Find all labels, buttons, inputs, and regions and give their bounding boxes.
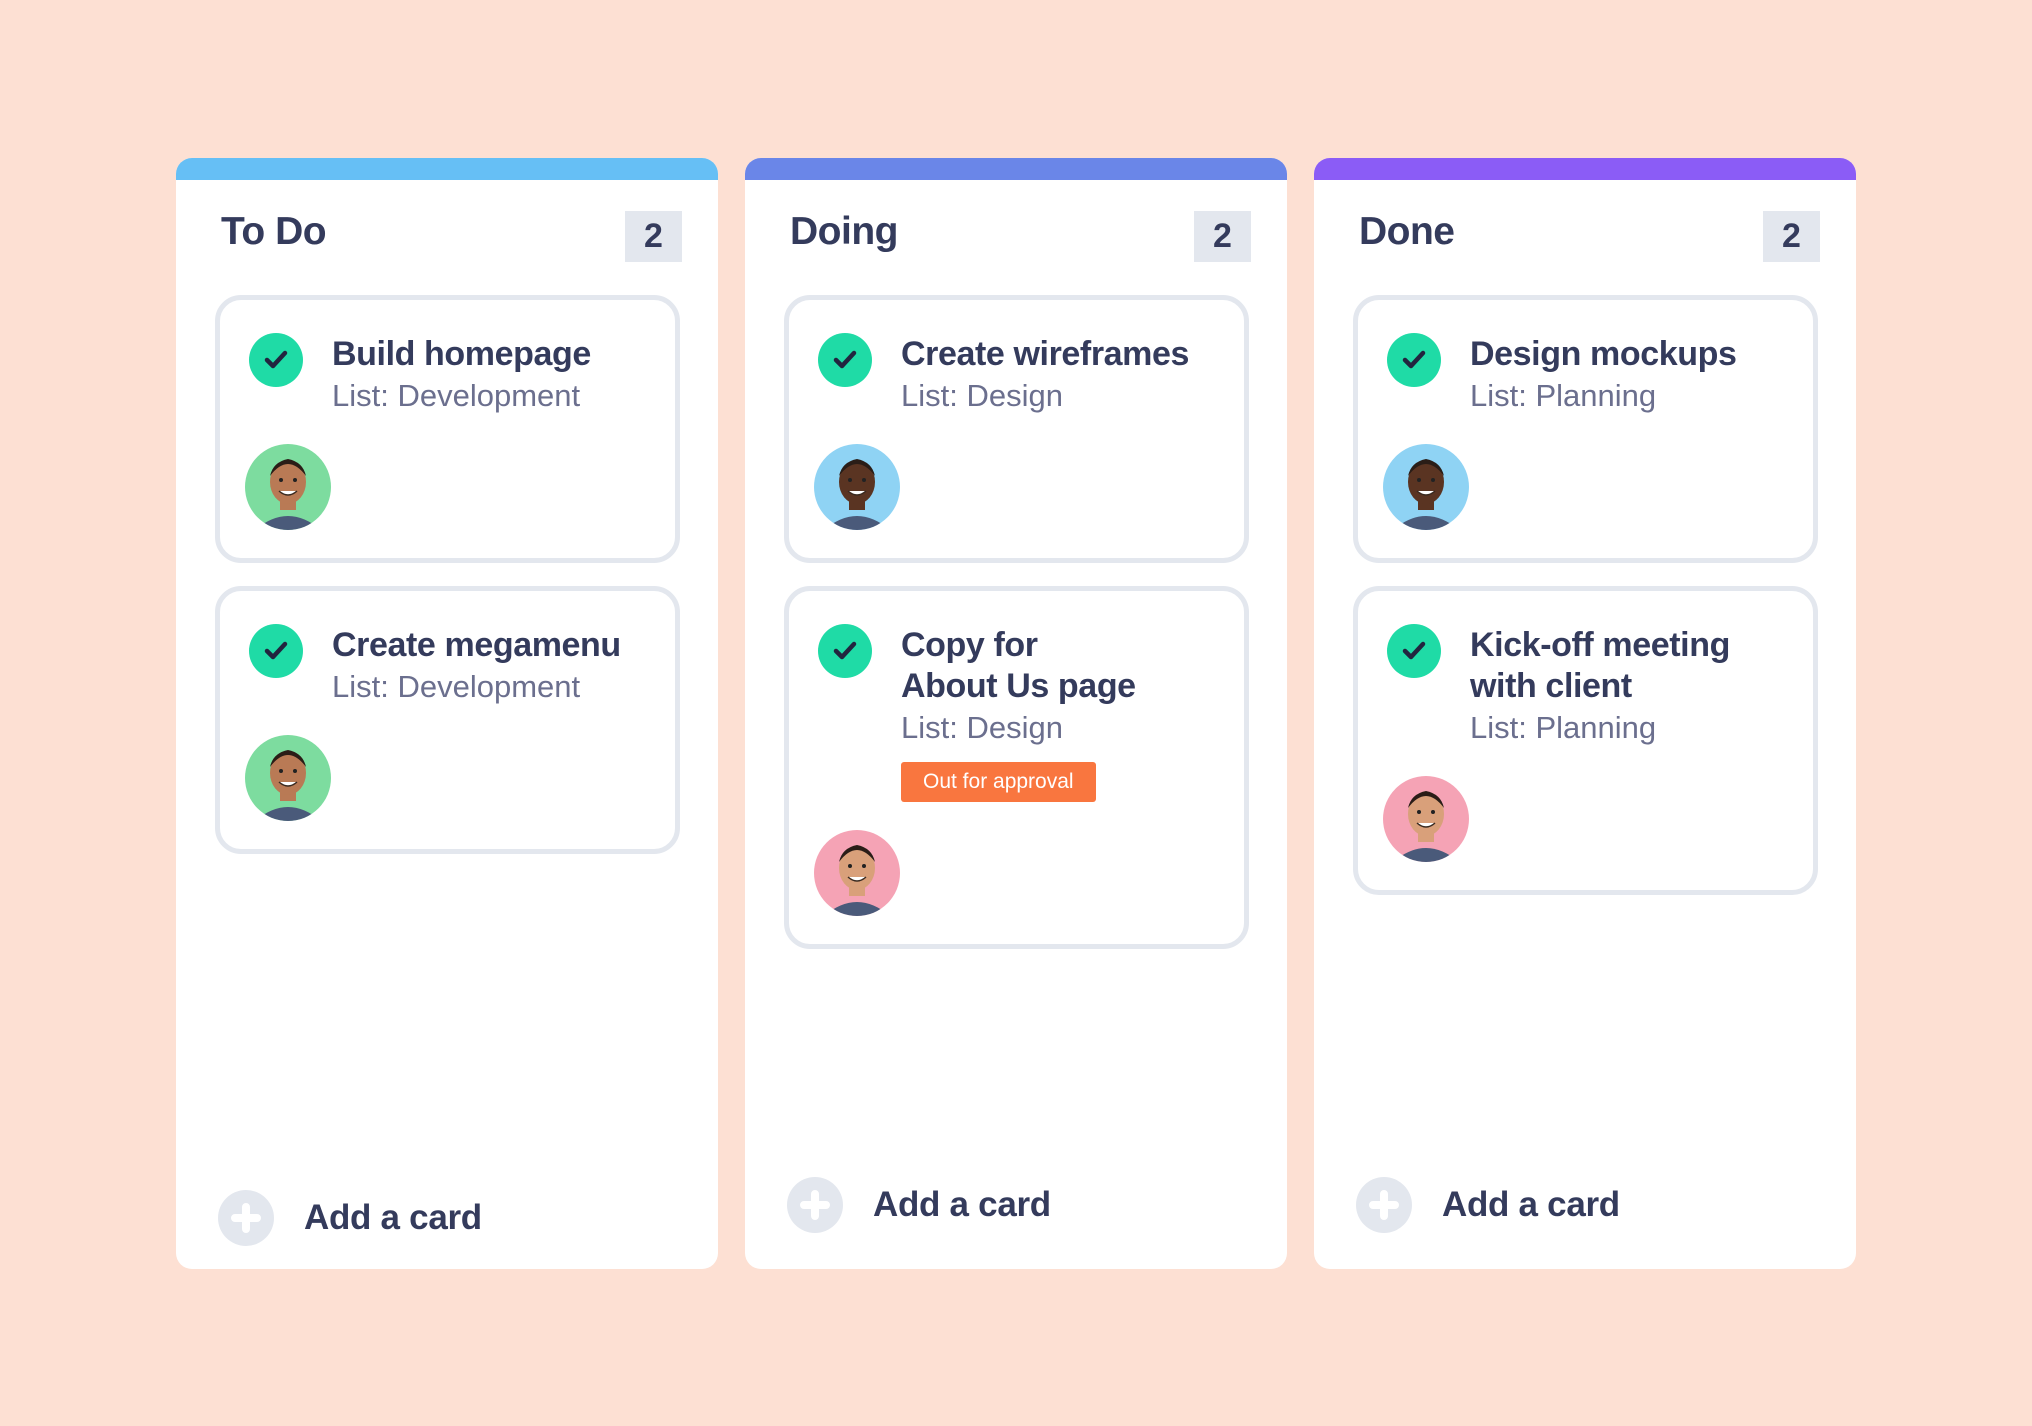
card-title: Kick-off meeting with client bbox=[1470, 626, 1730, 705]
status-tag: Out for approval bbox=[901, 762, 1096, 802]
task-card[interactable]: Build homepage List: Development bbox=[215, 295, 680, 563]
card-list-name: List: Planning bbox=[1470, 378, 1657, 413]
check-icon[interactable] bbox=[1387, 333, 1441, 387]
check-icon[interactable] bbox=[249, 333, 303, 387]
plus-icon bbox=[1356, 1177, 1412, 1233]
avatar bbox=[1383, 776, 1469, 862]
add-card-button[interactable]: Add a card bbox=[1356, 1177, 1620, 1233]
task-card[interactable]: Create megamenu List: Development bbox=[215, 586, 680, 854]
column-title: Done bbox=[1359, 210, 1455, 253]
plus-icon bbox=[218, 1190, 274, 1246]
plus-icon bbox=[787, 1177, 843, 1233]
card-list: Build homepage List: Development bbox=[215, 295, 680, 877]
card-list: Design mockups List: Planning bbox=[1353, 295, 1818, 918]
column-color-bar bbox=[176, 158, 718, 180]
card-list-name: List: Planning bbox=[1470, 710, 1657, 745]
task-card[interactable]: Create wireframes List: Design bbox=[784, 295, 1249, 563]
card-title: Design mockups bbox=[1470, 335, 1737, 373]
card-list-name: List: Development bbox=[332, 378, 581, 413]
task-card[interactable]: Copy for About Us page List: Design Out … bbox=[784, 586, 1249, 949]
card-list-name: List: Design bbox=[901, 378, 1063, 413]
card-title: Copy for About Us page bbox=[901, 626, 1136, 705]
card-title: Create megamenu bbox=[332, 626, 621, 664]
add-card-label: Add a card bbox=[873, 1185, 1051, 1224]
column-color-bar bbox=[745, 158, 1287, 180]
avatar bbox=[245, 444, 331, 530]
column-done: Done 2 Design mockups List: Planning bbox=[1314, 158, 1856, 1269]
avatar bbox=[814, 830, 900, 916]
card-count-badge: 2 bbox=[1194, 211, 1251, 262]
card-title: Create wireframes bbox=[901, 335, 1190, 373]
card-title: Build homepage bbox=[332, 335, 591, 373]
task-card[interactable]: Kick-off meeting with client List: Plann… bbox=[1353, 586, 1818, 895]
check-icon[interactable] bbox=[249, 624, 303, 678]
add-card-label: Add a card bbox=[1442, 1185, 1620, 1224]
column-doing: Doing 2 Create wireframes List: Design bbox=[745, 158, 1287, 1269]
column-title: Doing bbox=[790, 210, 898, 253]
column-color-bar bbox=[1314, 158, 1856, 180]
column-title: To Do bbox=[221, 210, 327, 253]
check-icon[interactable] bbox=[818, 624, 872, 678]
card-list-name: List: Design bbox=[901, 710, 1063, 745]
card-list: Create wireframes List: Design bbox=[784, 295, 1249, 972]
avatar bbox=[814, 444, 900, 530]
add-card-button[interactable]: Add a card bbox=[218, 1190, 482, 1246]
avatar bbox=[245, 735, 331, 821]
card-count-badge: 2 bbox=[1763, 211, 1820, 262]
avatar bbox=[1383, 444, 1469, 530]
check-icon[interactable] bbox=[818, 333, 872, 387]
task-card[interactable]: Design mockups List: Planning bbox=[1353, 295, 1818, 563]
add-card-button[interactable]: Add a card bbox=[787, 1177, 1051, 1233]
card-list-name: List: Development bbox=[332, 669, 581, 704]
check-icon[interactable] bbox=[1387, 624, 1441, 678]
column-to-do: To Do 2 Build homepage List: Development bbox=[176, 158, 718, 1269]
add-card-label: Add a card bbox=[304, 1198, 482, 1237]
card-count-badge: 2 bbox=[625, 211, 682, 262]
